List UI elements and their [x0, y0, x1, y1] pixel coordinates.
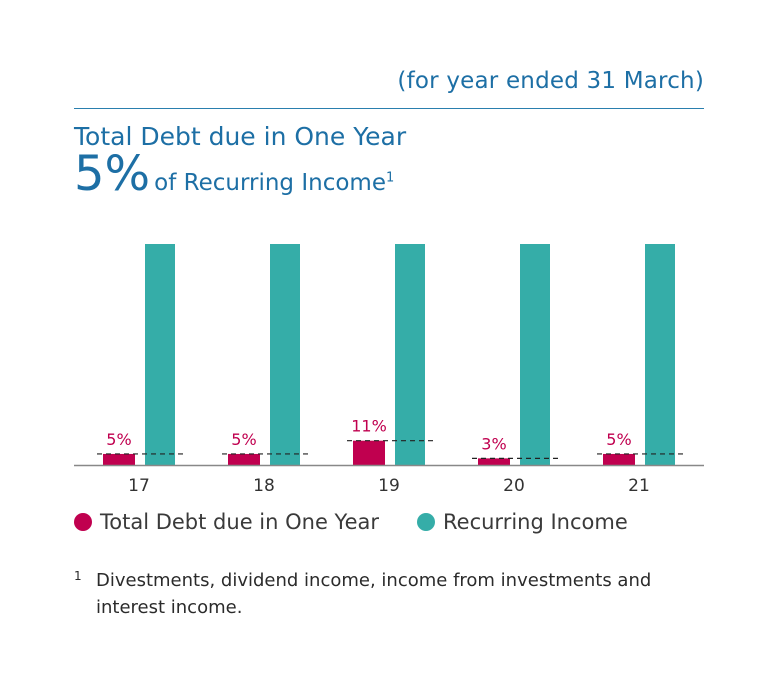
footnote-ref: 1	[385, 170, 395, 186]
x-tick-label: 17	[128, 476, 150, 496]
legend-dot-debt	[74, 513, 92, 531]
debt-data-label: 5%	[106, 430, 131, 449]
x-tick-label: 19	[378, 476, 400, 496]
header-divider	[74, 108, 704, 109]
legend-label-debt: Total Debt due in One Year	[100, 510, 379, 534]
chart-title: Total Debt due in One Year	[74, 122, 407, 151]
legend-item-debt: Total Debt due in One Year	[74, 510, 379, 534]
debt-bar	[478, 458, 510, 465]
income-bar	[270, 244, 300, 465]
debt-data-label: 3%	[481, 434, 506, 453]
income-bar	[645, 244, 675, 465]
footnote: 1 Divestments, dividend income, income f…	[74, 567, 704, 621]
legend-label-income: Recurring Income	[443, 510, 628, 534]
debt-bar	[103, 453, 135, 465]
chart-legend: Total Debt due in One Year Recurring Inc…	[74, 510, 666, 534]
footnote-text: Divestments, dividend income, income fro…	[96, 570, 652, 618]
footnote-marker: 1	[74, 569, 82, 583]
debt-data-label: 5%	[231, 430, 256, 449]
income-bar	[520, 244, 550, 465]
legend-item-income: Recurring Income	[417, 510, 628, 534]
income-bar	[395, 244, 425, 465]
highlight-line: 5% of Recurring Income1	[74, 150, 394, 198]
debt-bar	[353, 440, 385, 465]
highlight-value: 5%	[74, 146, 151, 202]
debt-data-label: 11%	[351, 417, 387, 436]
debt-bar	[228, 453, 260, 465]
highlight-text-wrap: of Recurring Income1	[154, 170, 394, 196]
income-bar	[145, 244, 175, 465]
debt-bar	[603, 453, 635, 465]
chart-subtitle: (for year ended 31 March)	[397, 68, 704, 94]
x-tick-label: 18	[253, 476, 275, 496]
x-tick-label: 20	[503, 476, 525, 496]
debt-data-label: 5%	[606, 430, 631, 449]
highlight-text: of Recurring Income	[154, 170, 386, 196]
x-tick-label: 21	[628, 476, 650, 496]
legend-dot-income	[417, 513, 435, 531]
